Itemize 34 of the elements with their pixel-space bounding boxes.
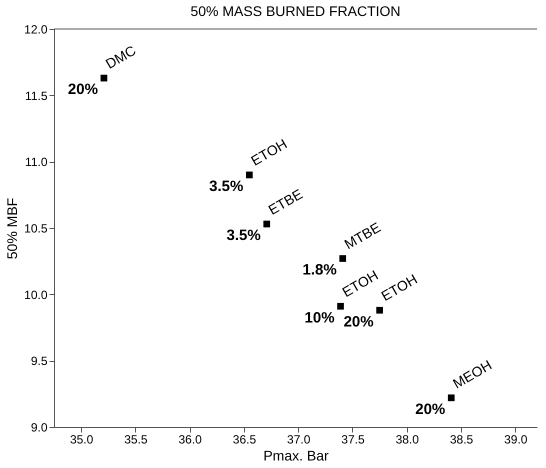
y-tick-label: 11.5 bbox=[25, 88, 48, 103]
annotation: 1.8% bbox=[302, 262, 337, 279]
y-tick-label: 10.0 bbox=[24, 288, 48, 302]
x-tick-label: 38.0 bbox=[396, 432, 420, 446]
chart-title: 50% MASS BURNED FRACTION bbox=[190, 3, 401, 19]
x-tick-label: 36.5 bbox=[232, 432, 256, 446]
point bbox=[448, 394, 455, 402]
x-tick-label: 38.5 bbox=[450, 432, 474, 446]
x-tick-label: 35.0 bbox=[70, 432, 94, 446]
point bbox=[376, 306, 383, 314]
y-tick-label: 9.5 bbox=[30, 354, 48, 368]
point bbox=[337, 302, 344, 310]
point bbox=[246, 172, 253, 178]
point bbox=[339, 255, 346, 262]
x-axis-title: Pmax. Bar bbox=[263, 448, 330, 464]
annotation: 3.5% bbox=[209, 178, 244, 195]
annotation: 10% bbox=[304, 309, 335, 326]
annotation: 20% bbox=[415, 400, 446, 418]
x-tick-label: 39.0 bbox=[504, 432, 528, 446]
y-tick-label: 9.0 bbox=[30, 420, 48, 434]
annotation: 20% bbox=[68, 81, 98, 98]
x-tick-label: 37.0 bbox=[287, 432, 311, 446]
x-tick-label: 35.5 bbox=[124, 432, 148, 446]
y-tick-label: 12.0 bbox=[24, 22, 48, 36]
point bbox=[100, 74, 108, 82]
annotation: 3.5% bbox=[226, 227, 261, 244]
point bbox=[263, 220, 270, 228]
annotation: 20% bbox=[344, 313, 374, 330]
data-label: DMC bbox=[102, 42, 138, 72]
y-tick-label: 10.5 bbox=[24, 222, 48, 236]
y-tick-label: 11.0 bbox=[25, 155, 48, 170]
x-tick-label: 37.5 bbox=[341, 432, 365, 446]
y-axis-title: 50% MBF bbox=[4, 198, 20, 260]
x-tick-label: 36.0 bbox=[178, 432, 202, 446]
